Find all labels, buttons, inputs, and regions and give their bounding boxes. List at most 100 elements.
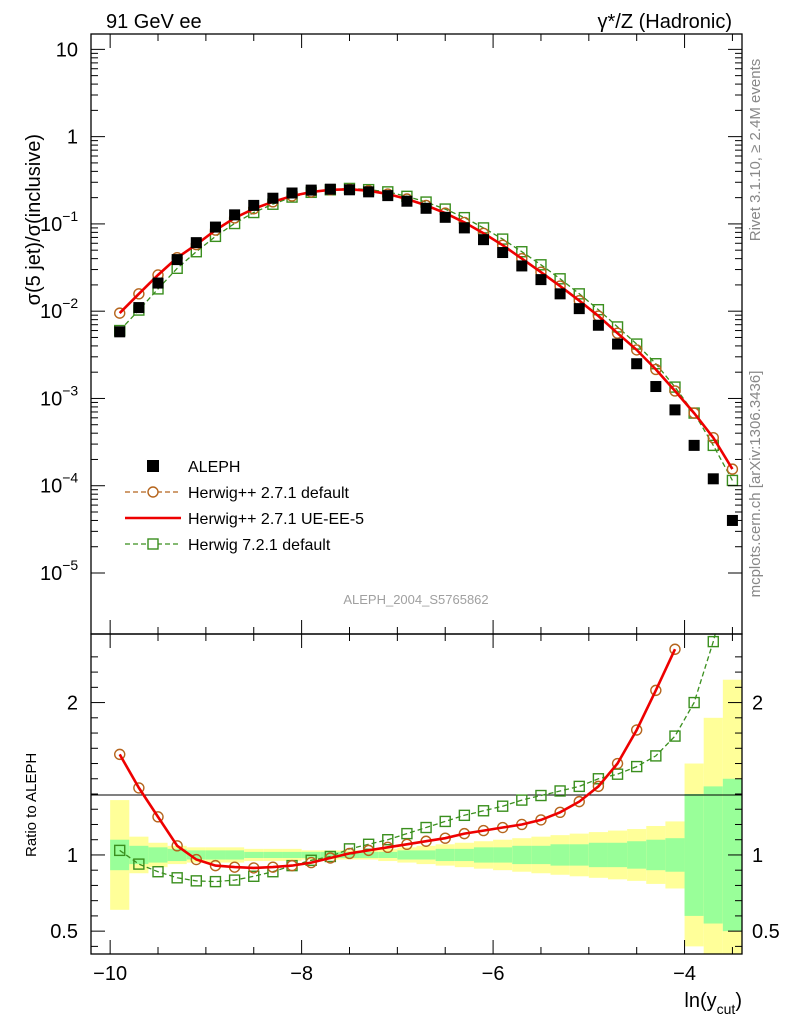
- main-herwig72-marker: [573, 288, 585, 300]
- ratio-band-inner: [320, 851, 340, 858]
- ratio-herwig72-marker: [516, 794, 528, 806]
- ratio-y-tick-label-right: 0.5: [752, 921, 780, 943]
- ratio-band-inner: [550, 844, 570, 866]
- ratio-herwig72-marker: [420, 821, 432, 834]
- legend-marker-circle: [147, 486, 159, 498]
- legend-marker-aleph: [147, 460, 159, 472]
- ratio-band-inner: [473, 847, 494, 863]
- main-data-point: [631, 358, 643, 370]
- main-data-point: [248, 199, 260, 211]
- main-data-point: [535, 274, 547, 286]
- ratio-band-inner: [665, 838, 685, 872]
- ratio-y-tick-label-left: 0.5: [50, 921, 78, 943]
- main-data-point: [707, 473, 719, 485]
- ratio-band-inner: [167, 848, 187, 862]
- rivet-label: Rivet 3.1.10, ≥ 2.4M events: [747, 59, 764, 242]
- ratio-band-inner: [607, 842, 628, 868]
- main-data-point: [573, 303, 585, 315]
- ratio-herwigpp-default-marker: [630, 724, 643, 736]
- ratio-herwig72-marker: [248, 870, 260, 882]
- ratio-y-tick-label-left: 1: [67, 845, 78, 867]
- ratio-band-inner: [378, 851, 398, 858]
- main-data-point: [478, 234, 490, 246]
- ratio-herwig72-marker: [458, 809, 471, 822]
- ratio-band-inner: [416, 850, 436, 860]
- legend-label: Herwig++ 2.7.1 UE-EE-5: [188, 511, 364, 528]
- ratio-herwigpp-default-marker: [554, 806, 566, 818]
- main-data-point: [152, 277, 164, 289]
- y-tick-label: 10−1: [40, 208, 78, 236]
- legend-marker-square: [147, 538, 159, 550]
- x-tick-label: −4: [673, 963, 696, 985]
- ratio-band-inner: [703, 786, 723, 924]
- main-data-point: [286, 187, 298, 199]
- y-tick-label: 1: [67, 127, 78, 149]
- main-herwigpp-default-marker: [707, 432, 719, 444]
- analysis-label: ALEPH_2004_S5765862: [343, 592, 488, 607]
- ratio-band-inner: [244, 851, 264, 858]
- main-square-line: [119, 187, 733, 481]
- main-herwigpp-default-marker: [726, 463, 739, 475]
- ratio-band-inner: [263, 851, 283, 858]
- ratio-herwigpp-default-marker: [152, 811, 164, 823]
- ratio-herwig72-marker: [228, 874, 241, 886]
- x-tick-label: −8: [290, 963, 313, 985]
- main-data-point: [401, 195, 413, 207]
- main-herwigpp-default-marker: [611, 327, 624, 339]
- ratio-herwig72-marker: [152, 866, 164, 878]
- ratio-band-inner: [684, 794, 704, 916]
- ratio-herwig72-marker: [688, 696, 700, 709]
- ratio-band-inner: [646, 839, 666, 871]
- x-axis-label-sub: cut: [717, 1001, 736, 1017]
- main-herwigpp-default-marker: [669, 385, 681, 397]
- ratio-band-inner: [397, 850, 417, 860]
- ratio-herwig72-marker: [477, 805, 490, 817]
- main-data-point: [114, 326, 126, 338]
- main-data-point: [382, 190, 394, 202]
- main-herwigpp-default-marker: [630, 344, 643, 356]
- main-herwig72-marker: [535, 259, 547, 271]
- ratio-herwig72-marker: [171, 872, 183, 884]
- main-y-axis-label: σ(5 jet)/σ(inclusive): [23, 134, 45, 305]
- ratio-band-inner: [531, 845, 551, 865]
- ratio-herwig72-marker: [209, 875, 222, 888]
- main-herwigpp-default-marker: [650, 363, 662, 376]
- process-label: γ*/Z (Hadronic): [598, 11, 732, 33]
- ratio-herwig72-marker: [133, 858, 145, 870]
- ratio-herwigpp-default-marker: [114, 748, 126, 761]
- ratio-band-inner: [225, 850, 245, 860]
- main-data-point: [458, 222, 470, 234]
- ratio-band-inner: [129, 845, 149, 865]
- main-data-point: [612, 338, 624, 350]
- main-herwigpp-default-marker: [688, 407, 700, 419]
- x-axis-label-main: ln(y: [684, 990, 716, 1012]
- y-tick-label: 10−4: [40, 470, 78, 498]
- legend: ALEPH Herwig++ 2.7.1 default Herwig++ 2.7.…: [125, 459, 364, 554]
- ratio-herwig72-marker: [573, 780, 585, 793]
- y-tick-label: 10: [56, 39, 78, 61]
- x-axis-label-close: ): [735, 990, 742, 1012]
- ratio-herwig72-marker: [554, 785, 566, 797]
- ratio-band-inner: [205, 850, 226, 860]
- main-panel-series: [114, 182, 739, 526]
- ratio-herwig72-marker: [707, 635, 719, 648]
- main-data-point: [439, 211, 451, 223]
- ratio-y-tick-label-right: 1: [752, 845, 763, 867]
- legend-label: Herwig 7.2.1 default: [188, 537, 331, 554]
- main-data-point: [267, 192, 279, 204]
- main-data-point: [363, 186, 375, 198]
- main-data-point: [726, 514, 738, 526]
- y-tick-label: 10−2: [40, 295, 78, 323]
- main-herwigpp-default-marker: [114, 307, 126, 319]
- ratio-herwigpp-default-marker: [650, 684, 662, 697]
- main-data-point: [190, 237, 202, 249]
- main-data-point: [516, 260, 528, 272]
- ratio-herwigpp-default-marker: [611, 757, 624, 770]
- main-data-point: [497, 247, 509, 259]
- ratio-panel-series: [114, 633, 719, 888]
- ratio-herwig72-marker: [669, 730, 681, 742]
- main-data-point: [305, 184, 317, 196]
- ratio-y-tick-label-left: 2: [67, 693, 78, 715]
- main-data-point: [343, 184, 355, 196]
